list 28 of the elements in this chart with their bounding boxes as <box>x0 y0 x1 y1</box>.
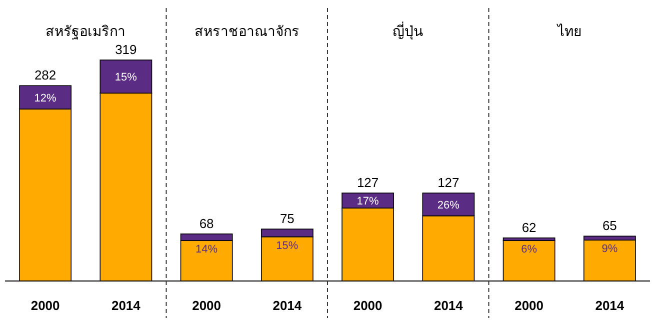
text: ญี่ปุ่น <box>392 22 424 40</box>
annotation: 9% <box>602 243 618 256</box>
annotation: 75 <box>280 211 294 226</box>
text: สหราชอาณาจักร <box>194 23 300 39</box>
annotation: 127 <box>438 175 460 190</box>
annotation: 282 <box>34 68 56 83</box>
text: 319 <box>115 42 137 57</box>
annotation: 17% <box>356 196 380 208</box>
annotation: 6% <box>521 244 538 256</box>
annotation: 12% <box>34 92 57 104</box>
text: ไทย <box>556 23 582 39</box>
annotation: 15% <box>114 72 138 84</box>
annotation: 26% <box>437 199 460 212</box>
annotation: 68 <box>199 216 214 231</box>
annotation: 15% <box>276 240 298 252</box>
x-tick-label: 2014 <box>111 298 142 313</box>
x-tick-label: 2014 <box>595 298 625 313</box>
x-tick-label: 2000 <box>514 298 544 313</box>
text: สหรัฐอเมริกา <box>46 23 126 40</box>
x-tick-label: 2000 <box>30 298 60 313</box>
annotation: 62 <box>522 220 536 235</box>
annotation: 127 <box>356 175 379 190</box>
x-tick-label: 2014 <box>434 298 464 313</box>
annotation: 14% <box>196 244 218 256</box>
x-tick-label: 2000 <box>192 298 222 313</box>
x-tick-label: 2000 <box>353 298 382 313</box>
annotation: 65 <box>602 218 617 234</box>
x-tick-label: 2014 <box>272 298 302 313</box>
